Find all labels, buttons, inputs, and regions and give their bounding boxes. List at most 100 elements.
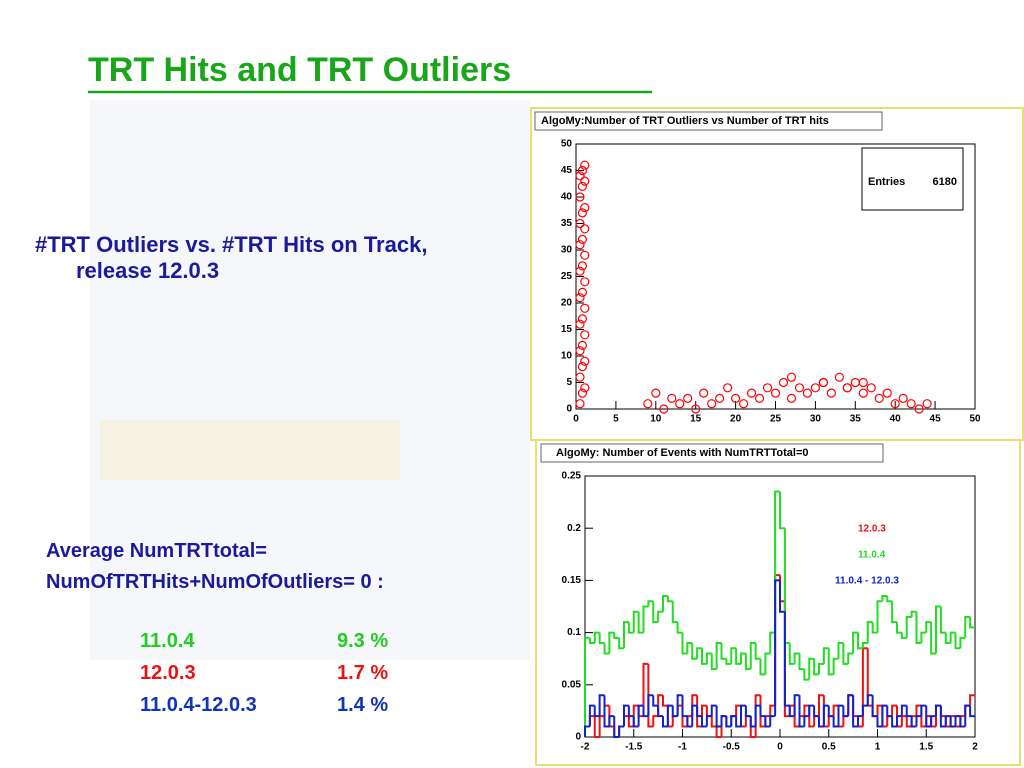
- histogram-step: [905, 716, 912, 728]
- x-tick-label: 30: [810, 414, 822, 425]
- point: [577, 181, 587, 191]
- histogram-step: [857, 632, 863, 650]
- point: [826, 388, 836, 398]
- histogram-step: [876, 600, 883, 633]
- histogram-step: [720, 715, 727, 727]
- histogram-step: [852, 695, 858, 728]
- y-tick-label: 35: [561, 218, 573, 229]
- histogram-step: [764, 716, 771, 728]
- histogram-step: [891, 704, 897, 717]
- histogram-step: [920, 631, 927, 644]
- background-image: [90, 100, 530, 660]
- histogram-step: [861, 704, 868, 717]
- point: [683, 393, 693, 403]
- table-cell: 11.0.4: [140, 630, 195, 652]
- point: [575, 218, 585, 229]
- y-tick-label: 0.25: [562, 471, 582, 482]
- point: [730, 393, 741, 403]
- point: [580, 277, 590, 287]
- stats-label: Entries: [868, 176, 905, 188]
- point: [577, 261, 587, 271]
- point: [707, 399, 717, 409]
- histogram-step: [822, 704, 829, 727]
- histogram-step: [710, 704, 717, 717]
- histogram-step: [754, 643, 761, 660]
- histogram-step: [949, 716, 956, 728]
- histogram-step: [749, 716, 756, 728]
- point: [762, 383, 773, 393]
- histogram-step: [852, 631, 858, 654]
- histogram-step: [642, 662, 649, 717]
- point: [577, 362, 587, 372]
- point: [866, 383, 876, 393]
- point: [580, 224, 590, 234]
- point: [858, 377, 868, 388]
- histogram-step: [657, 705, 663, 718]
- legend-entry: 12.0.3: [858, 524, 886, 535]
- x-tick-label: 20: [730, 414, 742, 425]
- x-tick-label: -1: [678, 742, 687, 753]
- histogram-step: [881, 595, 888, 602]
- histogram-step: [910, 610, 917, 617]
- x-tick-label: 10: [650, 414, 662, 425]
- histogram-step: [876, 716, 883, 728]
- histogram-step: [720, 643, 727, 660]
- legend-entry: 11.0.4 - 12.0.3: [835, 576, 899, 587]
- stats-value: 6180: [933, 176, 957, 188]
- point: [914, 404, 924, 414]
- histogram-step: [662, 716, 668, 728]
- histogram-step: [647, 694, 654, 717]
- histogram-step: [715, 642, 722, 670]
- slide-title: TRT Hits and TRT Outliers: [88, 51, 511, 89]
- histogram-step: [715, 726, 722, 738]
- histogram-step: [842, 705, 849, 718]
- histogram-step: [798, 695, 805, 728]
- y-tick-label: 0.2: [567, 523, 581, 534]
- point: [874, 393, 884, 403]
- point: [577, 208, 587, 218]
- histogram-step: [881, 704, 888, 727]
- histogram-step: [954, 632, 961, 650]
- histogram-step: [827, 705, 834, 718]
- y-tick-label: 10: [561, 351, 573, 362]
- histogram-step: [588, 704, 595, 727]
- histogram-step: [681, 632, 688, 655]
- histogram-step: [808, 704, 815, 717]
- histogram-step: [944, 632, 951, 645]
- histogram-step: [891, 716, 897, 728]
- x-tick-label: 45: [930, 414, 942, 425]
- point: [794, 383, 805, 393]
- histogram-step: [730, 715, 737, 727]
- y-tick-label: 20: [561, 298, 573, 309]
- point: [580, 356, 590, 366]
- histogram-step: [896, 622, 902, 634]
- point: [575, 240, 585, 250]
- histogram-step: [861, 642, 868, 649]
- histogram-step: [857, 715, 863, 727]
- histogram-step: [891, 601, 897, 624]
- histogram-step: [798, 653, 805, 671]
- x-tick-label: 1: [875, 742, 881, 753]
- histogram-step: [818, 662, 824, 675]
- background-detail: [100, 420, 400, 480]
- point: [786, 372, 797, 382]
- histogram-step: [915, 715, 922, 727]
- point: [580, 250, 590, 260]
- histogram-step: [754, 704, 761, 727]
- histogram-step: [813, 705, 819, 718]
- x-tick-label: 5: [613, 414, 619, 425]
- histogram-step: [705, 652, 712, 664]
- x-tick-label: -2: [581, 742, 590, 753]
- histogram-step: [691, 704, 698, 727]
- histogram-step: [725, 658, 732, 665]
- histogram-step: [866, 621, 873, 644]
- x-tick-label: 25: [770, 414, 782, 425]
- histogram-step: [886, 705, 893, 718]
- histogram-step: [964, 615, 971, 638]
- histogram-step: [730, 647, 737, 664]
- histogram-step: [803, 669, 810, 681]
- histogram-step: [681, 695, 688, 718]
- histogram-step: [837, 704, 844, 727]
- stats-box: [861, 147, 964, 211]
- point: [575, 319, 585, 329]
